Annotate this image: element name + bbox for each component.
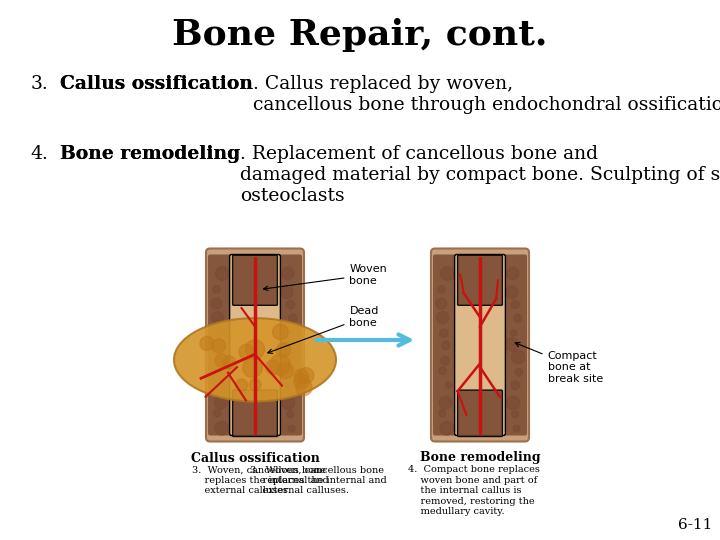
Circle shape [512,410,518,417]
Circle shape [294,369,309,383]
Circle shape [286,381,294,389]
Text: Bone Repair, cont.: Bone Repair, cont. [172,18,548,52]
Circle shape [511,300,520,309]
Circle shape [511,381,520,389]
Circle shape [220,382,227,388]
Circle shape [294,374,309,389]
Circle shape [446,382,451,388]
FancyBboxPatch shape [503,254,527,435]
Circle shape [214,367,221,374]
Circle shape [281,286,293,299]
FancyBboxPatch shape [208,254,232,435]
Circle shape [214,409,221,417]
Circle shape [273,324,288,340]
Circle shape [289,314,297,322]
Circle shape [287,410,294,417]
Circle shape [280,338,294,351]
Circle shape [212,286,220,293]
Text: 4.: 4. [30,145,48,163]
Text: 4.  Compact bone replaces
    woven bone and part of
    the internal callus is
: 4. Compact bone replaces woven bone and … [408,465,540,516]
Circle shape [441,356,449,365]
Circle shape [269,355,290,375]
Text: Bone remodeling: Bone remodeling [420,451,540,464]
FancyBboxPatch shape [206,248,304,442]
Circle shape [507,267,519,279]
Circle shape [441,267,454,280]
Circle shape [511,350,525,364]
Circle shape [505,338,518,351]
Text: 6-11: 6-11 [678,518,712,532]
Ellipse shape [174,318,336,401]
Circle shape [266,360,280,375]
Circle shape [215,267,229,280]
Text: Woven
bone: Woven bone [264,264,387,291]
Text: Bone remodeling: Bone remodeling [60,145,240,163]
Text: Callus ossification: Callus ossification [191,451,320,464]
Text: . Callus replaced by woven,
cancellous bone through endochondral ossification.: . Callus replaced by woven, cancellous b… [253,75,720,114]
FancyBboxPatch shape [233,390,277,436]
Circle shape [215,421,228,435]
Circle shape [249,379,261,390]
Text: Dead
bone: Dead bone [268,306,379,353]
Circle shape [288,426,295,432]
Circle shape [507,396,520,409]
Circle shape [215,396,228,409]
FancyBboxPatch shape [278,254,302,435]
Circle shape [438,367,446,374]
Text: 3.: 3. [30,75,48,93]
Circle shape [282,396,294,409]
Circle shape [438,409,446,417]
Text: Compact
bone at
break site: Compact bone at break site [516,342,603,384]
Circle shape [441,341,450,349]
Circle shape [440,329,448,338]
Circle shape [211,298,222,309]
Circle shape [296,379,312,396]
Circle shape [212,339,225,353]
Text: 3.  Woven, cancellous bone
    replaces the internal and
    external calluses.: 3. Woven, cancellous bone replaces the i… [250,465,387,495]
Circle shape [286,330,292,336]
Circle shape [282,267,294,279]
Circle shape [217,341,225,349]
Circle shape [290,368,297,376]
Circle shape [243,357,262,377]
Circle shape [505,286,518,299]
FancyBboxPatch shape [233,255,277,305]
Circle shape [439,396,452,409]
Circle shape [438,286,445,293]
Text: Callus ossification: Callus ossification [60,75,253,93]
Circle shape [216,356,225,365]
Circle shape [436,312,449,324]
FancyBboxPatch shape [230,254,280,435]
Circle shape [239,345,254,360]
FancyBboxPatch shape [458,255,503,305]
Circle shape [513,426,520,432]
Circle shape [510,330,517,336]
Circle shape [246,340,265,359]
Circle shape [215,329,223,338]
Circle shape [276,343,291,357]
Text: . Replacement of cancellous bone and
damaged material by compact bone. Sculpting: . Replacement of cancellous bone and dam… [240,145,720,205]
Circle shape [212,312,224,324]
Circle shape [235,379,248,391]
Circle shape [436,298,446,309]
Circle shape [440,421,454,435]
FancyBboxPatch shape [458,390,503,436]
Text: Callus ossification: Callus ossification [60,75,253,93]
FancyBboxPatch shape [431,248,529,442]
Circle shape [223,356,236,369]
Circle shape [277,363,294,379]
Circle shape [215,354,228,367]
FancyBboxPatch shape [433,254,456,435]
FancyBboxPatch shape [454,254,505,435]
Circle shape [200,336,214,350]
Circle shape [287,300,294,309]
Circle shape [515,368,523,376]
Text: 3.  Woven, cancellous bone
    replaces the internal and
    external calluses.: 3. Woven, cancellous bone replaces the i… [192,465,329,495]
Text: Bone remodeling: Bone remodeling [60,145,240,163]
Circle shape [298,368,314,383]
Circle shape [513,314,522,322]
Circle shape [287,350,300,364]
